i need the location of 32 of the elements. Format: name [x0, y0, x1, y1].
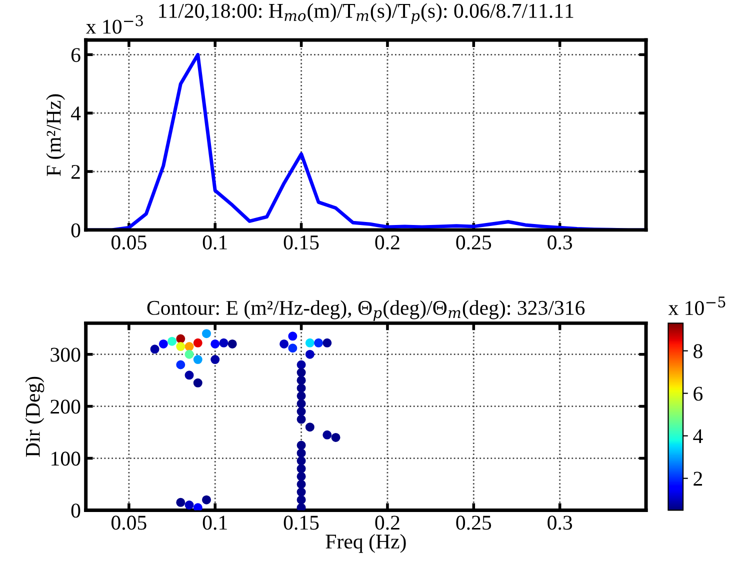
- x-tick-label: 0.3: [548, 235, 572, 250]
- y-tick-label: 4: [70, 106, 81, 120]
- color-bar-label: 4: [693, 429, 703, 444]
- point: [296, 503, 306, 510]
- x-tick-label: 0.1: [202, 235, 227, 250]
- x-tick-label: 0.15: [284, 516, 319, 530]
- y-tick-label: 0: [71, 504, 80, 518]
- x-tick-label: 0.2: [375, 235, 400, 250]
- y-tick-label: 200: [50, 400, 80, 414]
- y-tick-label: 6: [71, 48, 80, 62]
- x-tick-label: 0.05: [111, 235, 146, 250]
- y-tick-label: 100: [52, 452, 80, 466]
- y-tick-label: 0: [71, 223, 80, 238]
- color-bar-label: 2: [694, 472, 702, 486]
- x-tick-label: 0.25: [456, 516, 492, 530]
- x-axis-title: Freq (Hz): [326, 534, 406, 553]
- chart-title: 11/20,18:00: H$_{mo}$(m)/T$_{m}$(s)/T$_{p}$(s): 0.06/8.7/11.11: [159, 3, 574, 24]
- text: x 10$^{−3}$: [86, 15, 143, 34]
- color-bar-label: 8: [694, 344, 702, 358]
- chart-title: Contour: E (m²/Hz-deg), Θ$_{p}$(deg)/Θ$_{m}$(deg): 323/316: [147, 300, 585, 321]
- y-axis-title: F (m²/Hz): [46, 94, 66, 176]
- x-tick-label: 0.1: [202, 516, 227, 530]
- y-tick-label: 300: [50, 348, 80, 362]
- x-tick-label: 0.25: [456, 235, 492, 250]
- x-tick-label: 0.15: [284, 235, 319, 250]
- x-tick-label: 0.2: [375, 516, 400, 530]
- color-bar-label: 6: [694, 386, 703, 401]
- x-tick-label: 0.3: [548, 516, 572, 530]
- x-tick-label: 0.05: [111, 516, 146, 530]
- y-axis-title: Dir (Deg): [25, 376, 44, 457]
- text: x 10$^{−5}$: [668, 296, 726, 316]
- y-tick-label: 2: [71, 164, 80, 179]
